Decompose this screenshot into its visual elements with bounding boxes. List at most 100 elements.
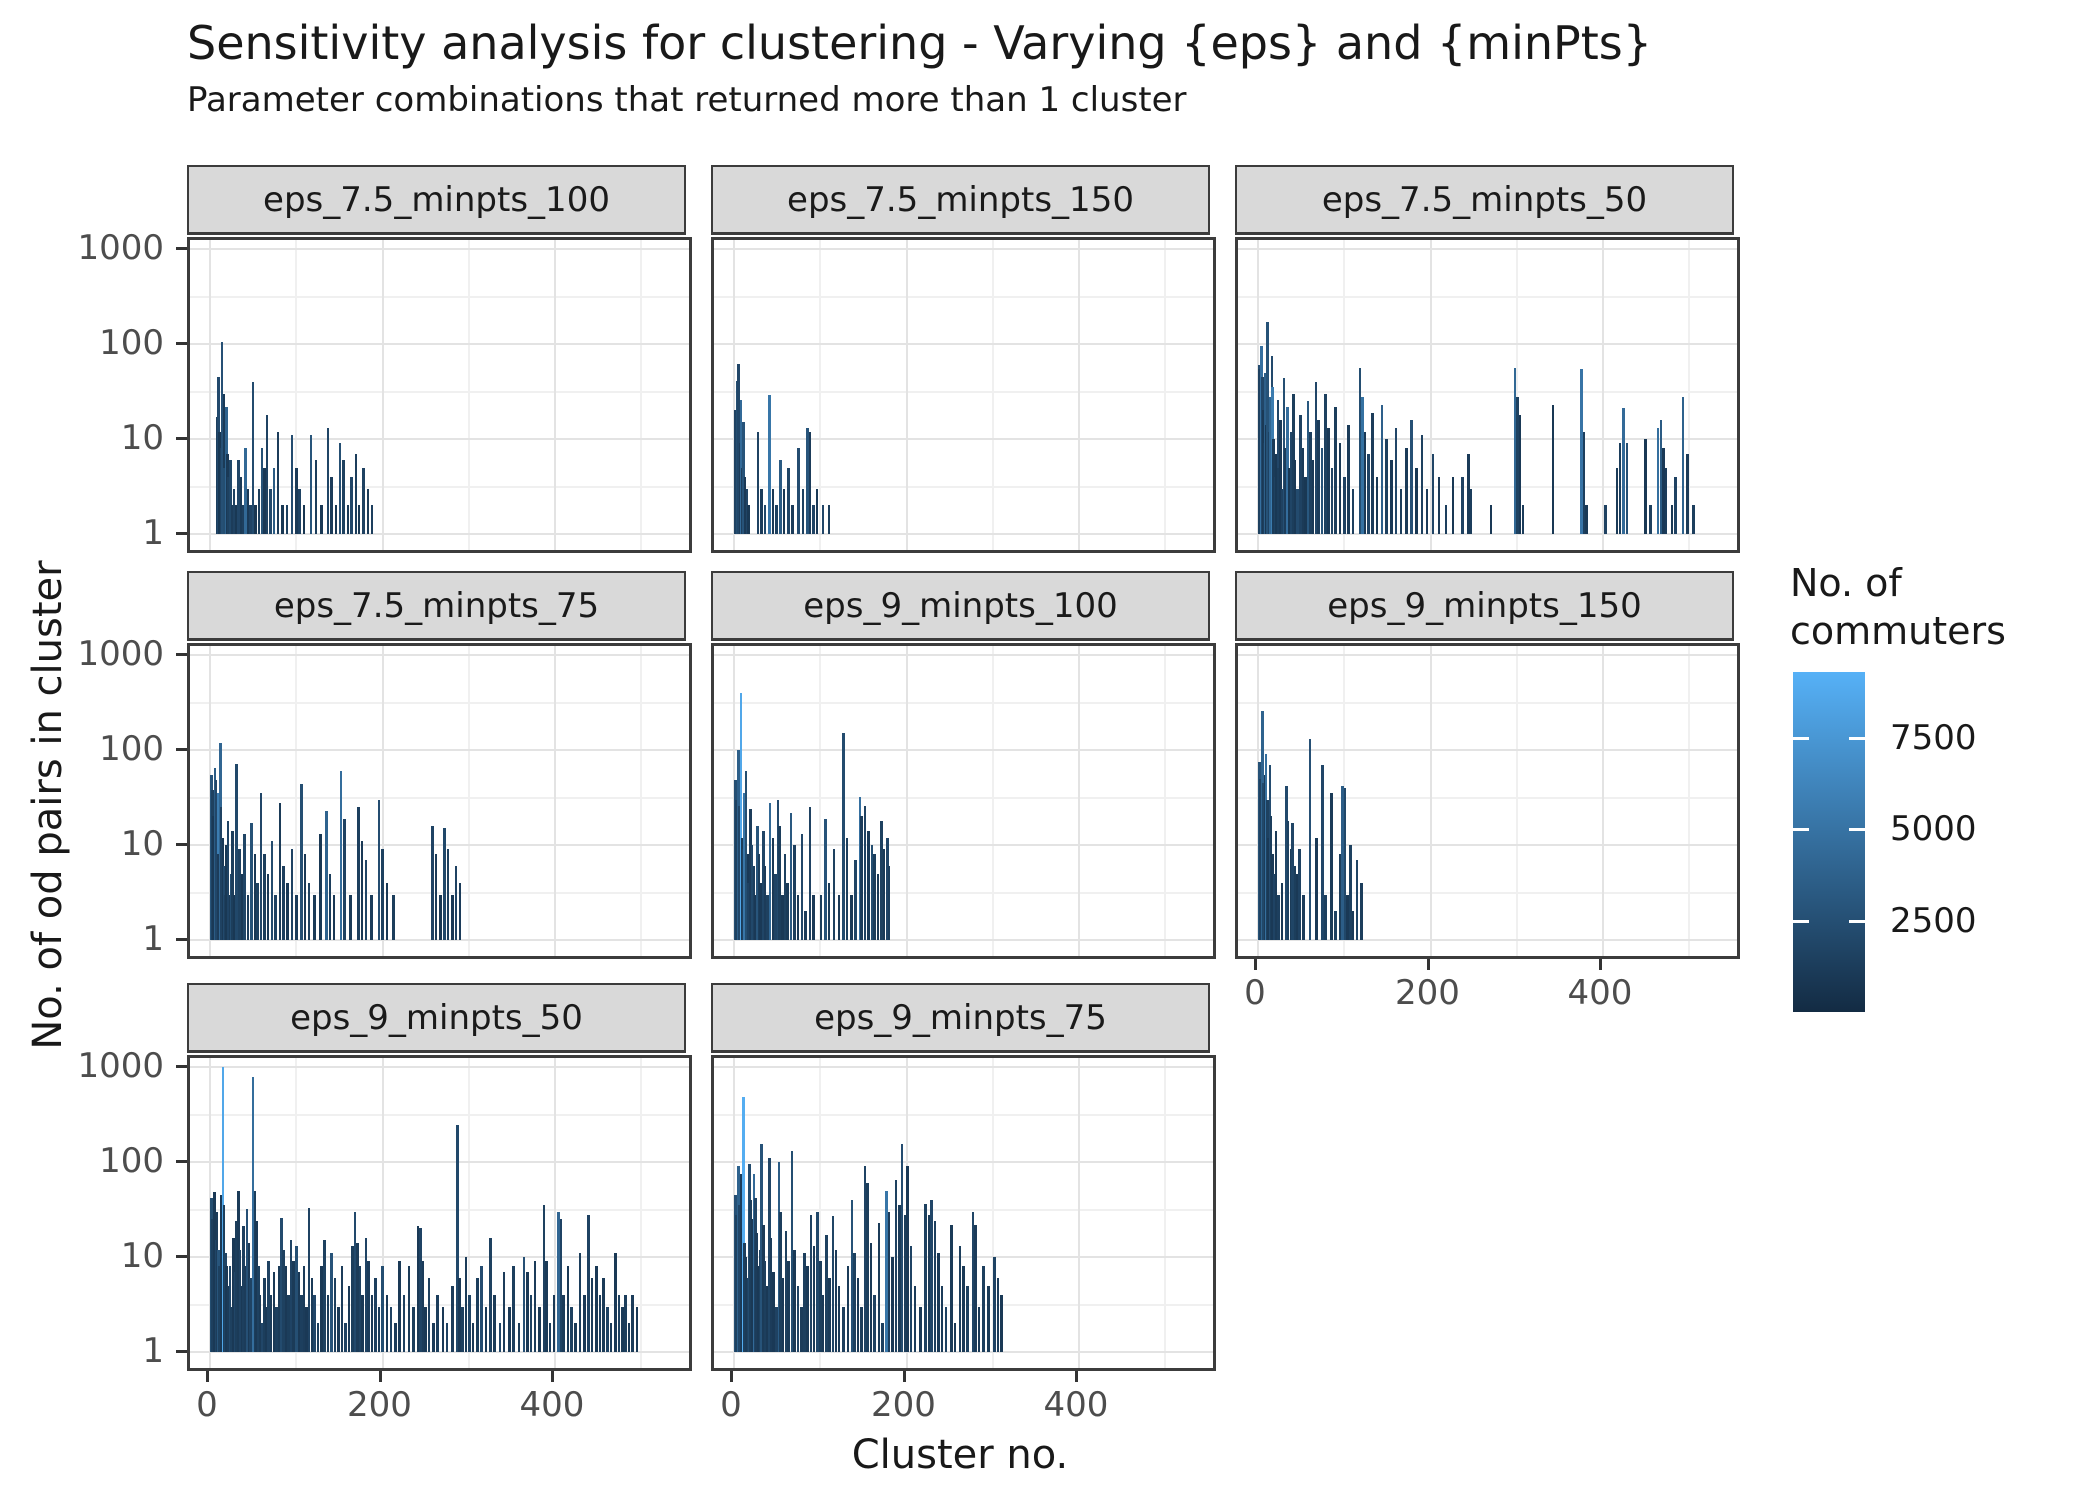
y-axis-tick-label: 100: [99, 729, 164, 769]
gridline-x-minor: [991, 1058, 994, 1368]
bar: [775, 505, 778, 534]
bar: [737, 363, 740, 534]
bar: [533, 1261, 537, 1352]
gridline-x-minor: [819, 1058, 822, 1368]
bar: [944, 1306, 948, 1352]
bar: [1327, 428, 1330, 534]
bar: [757, 854, 761, 940]
bar: [809, 1214, 813, 1352]
bar: [754, 894, 757, 940]
bar: [772, 1271, 775, 1352]
gridline-x-minor: [640, 646, 643, 956]
gridline-y-major: [714, 248, 1213, 250]
bar: [214, 780, 218, 940]
bar: [256, 882, 259, 940]
bar: [860, 1306, 863, 1352]
bar: [255, 1220, 258, 1352]
gridline-x-minor: [991, 240, 994, 550]
bar: [1467, 453, 1470, 534]
bar: [240, 1285, 244, 1352]
bar: [257, 488, 261, 534]
bar: [263, 854, 266, 940]
bar: [282, 1249, 285, 1352]
bar: [298, 488, 301, 534]
bar: [357, 505, 361, 534]
bar: [215, 1211, 219, 1352]
bar: [360, 841, 364, 940]
bar: [328, 873, 332, 940]
bar: [385, 1294, 389, 1352]
gridline-x-minor: [640, 1058, 643, 1368]
bar: [267, 1261, 270, 1352]
bar: [344, 1323, 347, 1352]
y-axis-tick-label: 10: [120, 1236, 164, 1276]
bar: [797, 448, 800, 534]
bar: [796, 1285, 800, 1352]
bar: [300, 1294, 303, 1352]
bar: [631, 1294, 634, 1352]
bar: [228, 1266, 232, 1352]
panel-eps_9_minpts_50: [187, 1055, 692, 1371]
bar: [231, 831, 234, 940]
bar: [1273, 873, 1276, 940]
bar: [264, 1306, 268, 1352]
bar: [1285, 785, 1288, 940]
gridline-y-major: [190, 749, 689, 751]
bar: [570, 1306, 573, 1352]
bar: [260, 1323, 264, 1352]
bar: [1347, 425, 1350, 534]
bar: [1308, 739, 1312, 940]
gridline-x-minor: [640, 240, 643, 550]
bar: [295, 467, 298, 534]
gridline-x-major: [905, 240, 908, 550]
bar: [1289, 849, 1293, 940]
bar: [940, 1285, 944, 1352]
bar: [346, 505, 350, 534]
bar: [742, 1097, 745, 1352]
y-axis-tick: [176, 748, 187, 751]
bar: [743, 476, 747, 534]
bar: [314, 460, 318, 534]
gridline-x-minor: [1343, 240, 1346, 550]
bar: [816, 1211, 819, 1352]
bar: [1375, 476, 1379, 534]
bar: [468, 1294, 471, 1352]
bar: [828, 1278, 831, 1352]
bar: [950, 1224, 953, 1352]
bar: [787, 467, 790, 534]
bar: [735, 799, 738, 940]
x-axis-tick: [1599, 959, 1602, 970]
bar: [1656, 428, 1660, 534]
bar: [996, 1278, 1000, 1352]
bar: [778, 825, 781, 940]
bar: [782, 488, 786, 534]
bar: [598, 1294, 602, 1352]
gridline-y-major: [714, 533, 1213, 535]
gridline-x-minor: [1164, 1058, 1167, 1368]
x-axis-tick-label: 0: [720, 1385, 742, 1425]
bar: [1431, 453, 1435, 534]
gridline-y-major: [1238, 248, 1737, 250]
bar: [587, 1214, 590, 1352]
gridline-x-major: [381, 240, 384, 550]
bar: [461, 1306, 464, 1352]
bar: [325, 810, 328, 940]
bar: [349, 894, 352, 940]
bar: [806, 428, 809, 534]
gridline-y-minor: [190, 701, 689, 704]
bar: [1295, 873, 1299, 940]
bar: [512, 1266, 515, 1352]
bar: [338, 443, 342, 534]
bar: [313, 1294, 316, 1352]
bar: [229, 460, 232, 534]
bar: [863, 1166, 867, 1352]
bar: [566, 1266, 570, 1352]
bar: [339, 771, 343, 940]
bar: [812, 894, 815, 940]
bar: [542, 1205, 546, 1352]
bar: [747, 505, 750, 534]
legend-colorbar: [1793, 672, 1865, 1012]
bar: [966, 1285, 969, 1352]
gridline-y-major: [190, 1351, 689, 1353]
bar: [1292, 393, 1295, 534]
